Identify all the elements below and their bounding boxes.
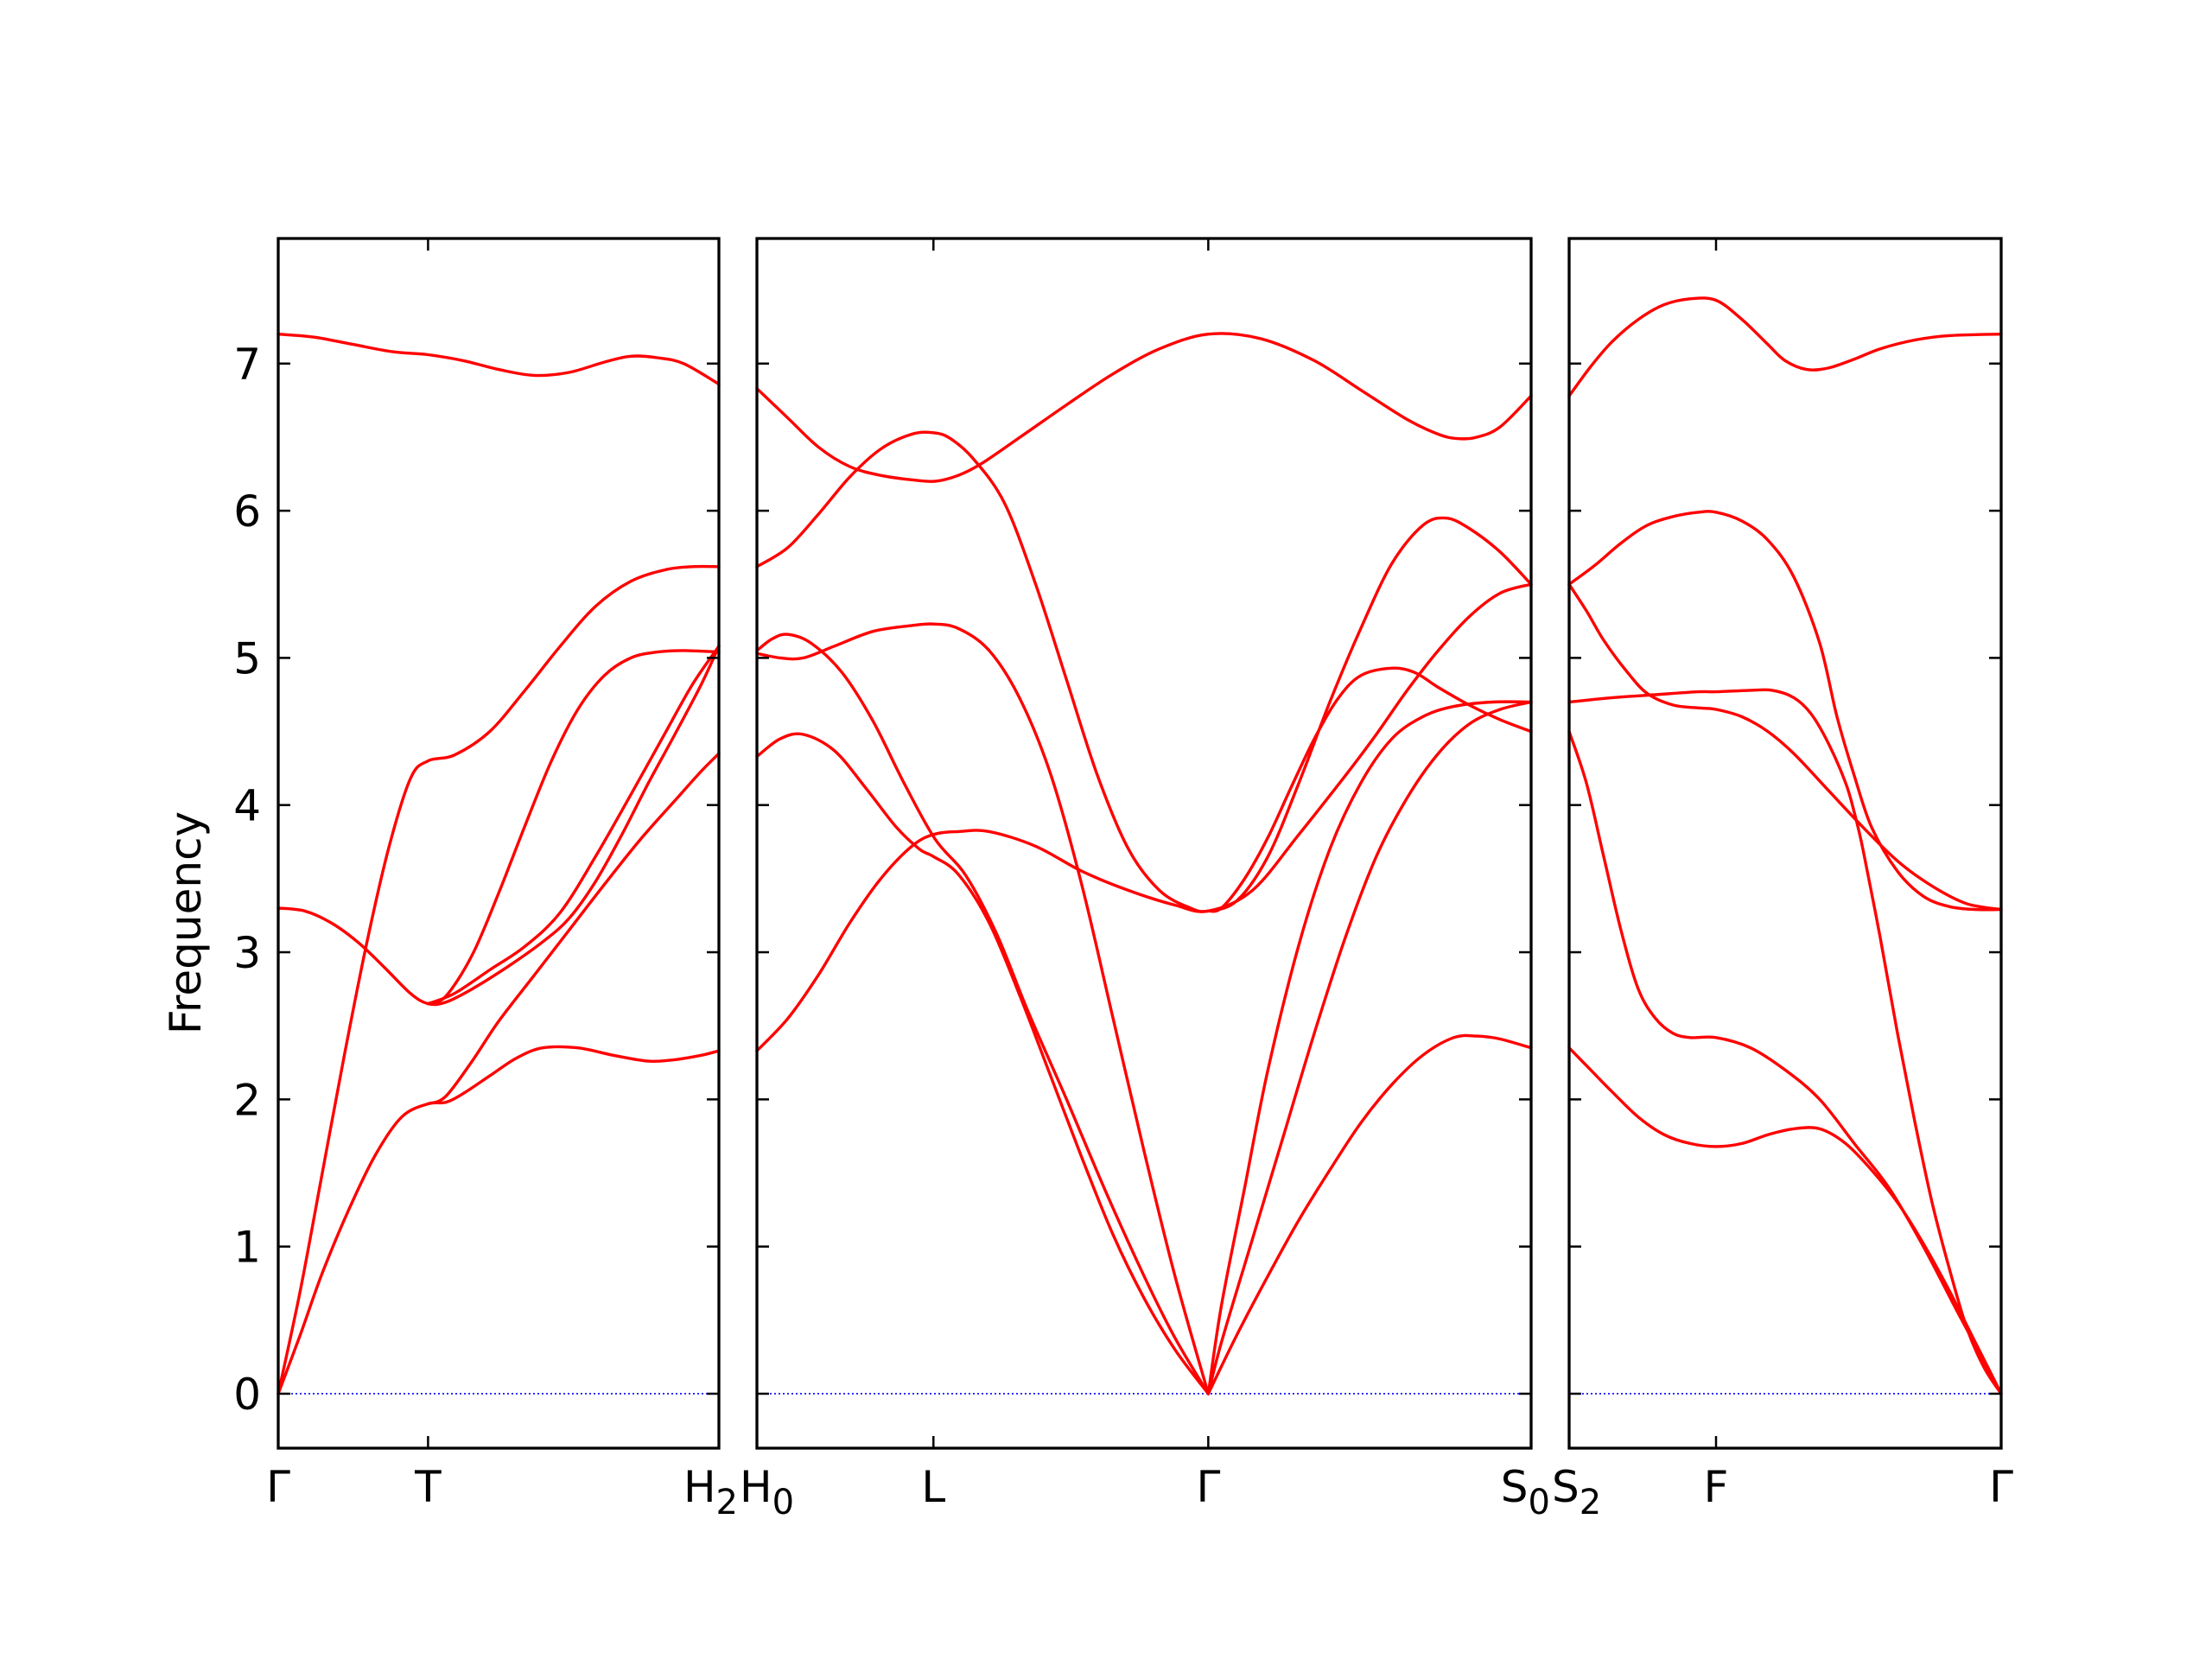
band-branch-1-6: [426, 649, 721, 1006]
band-branch-3-2: [1567, 510, 2003, 912]
y-tick-label: 6: [233, 486, 261, 537]
band-branch-2-9: [1206, 700, 1533, 1395]
band-branch-3-4: [1567, 688, 2003, 1395]
band-branch-2-6: [755, 582, 1533, 1052]
x-tick-label: F: [1704, 1462, 1729, 1512]
band-branch-1-5: [426, 752, 721, 1106]
x-tick-label-subscript: 2: [716, 1483, 738, 1522]
y-tick-label: 3: [233, 928, 261, 978]
band-branch-1-1: [276, 333, 721, 386]
x-tick-label: Γ: [266, 1462, 290, 1512]
panel-frame-2: [755, 237, 1533, 1450]
band-branch-2-8: [1206, 700, 1533, 1395]
x-tick-label-subscript: 0: [772, 1483, 794, 1522]
panel-frames: [276, 237, 2003, 1450]
x-tick-label: T: [414, 1462, 442, 1512]
x-tick-label: Γ: [1196, 1462, 1220, 1512]
band-branch-2-2: [755, 430, 1533, 913]
band-branch-1-3: [276, 564, 721, 1395]
y-tick-label: 5: [233, 633, 261, 683]
y-tick-label: 2: [233, 1075, 261, 1125]
x-tick-label: H2: [683, 1462, 738, 1522]
x-tick-label: L: [921, 1462, 945, 1512]
x-tick-label: S2: [1552, 1462, 1601, 1522]
band-branch-1-7: [426, 645, 721, 1006]
panel-frame-1: [276, 237, 721, 1450]
x-tick-label: H0: [740, 1462, 794, 1522]
y-tick-label: 4: [233, 781, 261, 831]
band-branch-3-5: [1567, 729, 2003, 1395]
band-branch-2-1: [755, 332, 1533, 483]
y-axis-label: Frequency: [161, 811, 211, 1034]
band-curves: [276, 296, 2003, 1395]
band-branch-1-2: [276, 645, 721, 1007]
x-tick-label: S0: [1501, 1462, 1550, 1522]
y-tick-label: 7: [233, 340, 261, 390]
x-tick-label-subscript: 2: [1580, 1483, 1601, 1522]
band-branch-3-1: [1567, 296, 2003, 397]
band-branch-2-3: [755, 622, 1211, 1395]
band-branch-2-5: [755, 732, 1211, 1395]
tick-marks: [276, 238, 2003, 1448]
band-branch-1-4: [276, 1045, 721, 1395]
band-branch-3-3: [1567, 582, 2003, 912]
y-tick-label: 0: [233, 1370, 261, 1420]
x-tick-label: Γ: [1989, 1462, 2013, 1512]
band-branch-3-6: [1567, 1046, 2003, 1395]
band-branch-2-4: [755, 632, 1211, 1395]
y-tick-label: 1: [233, 1223, 261, 1273]
panel-frame-3: [1567, 237, 2003, 1450]
x-tick-label-subscript: 0: [1529, 1483, 1550, 1522]
band-branch-2-10: [1206, 1033, 1533, 1395]
